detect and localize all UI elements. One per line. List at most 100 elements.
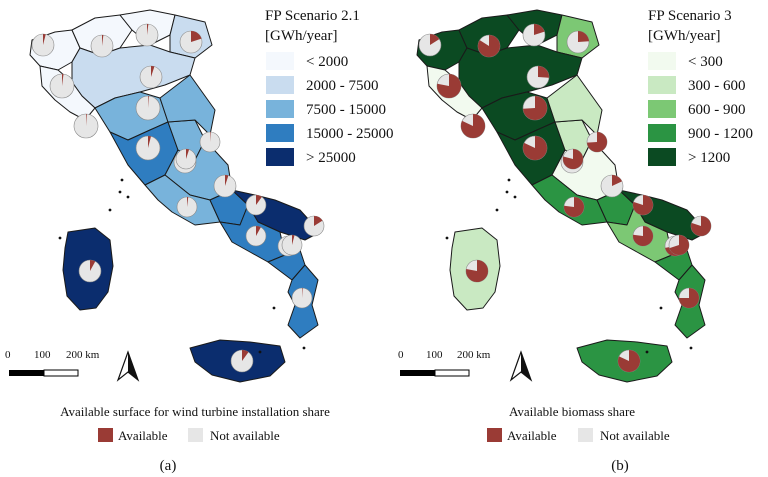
legend-label: 15000 - 25000 bbox=[306, 126, 394, 142]
legend-swatch bbox=[648, 148, 676, 166]
pie-available bbox=[679, 288, 699, 308]
scale-bar-b: 0 100 200 km bbox=[398, 349, 491, 377]
pie-available bbox=[256, 195, 262, 205]
pie-available bbox=[147, 24, 149, 35]
legend-label: > 1200 bbox=[688, 150, 730, 166]
pie-available bbox=[314, 216, 323, 226]
pie-available bbox=[148, 136, 151, 148]
pie-available bbox=[633, 226, 653, 246]
north-arrow-icon bbox=[116, 350, 140, 382]
pie-available bbox=[437, 74, 461, 99]
legend-swatch bbox=[266, 100, 294, 118]
island bbox=[659, 306, 663, 310]
scale-tick-100: 100 bbox=[34, 349, 51, 361]
pie-legend-title-a: Available surface for wind turbine insta… bbox=[60, 404, 330, 419]
legend-label: < 300 bbox=[688, 54, 723, 70]
legend-swatch bbox=[266, 76, 294, 94]
panel-b: FP Scenario 3 [GWh/year] < 300 300 - 600 6… bbox=[398, 8, 753, 474]
legend-title-b: FP Scenario 3 bbox=[648, 8, 732, 24]
north-arrow-icon bbox=[509, 350, 533, 382]
pie-available bbox=[242, 350, 249, 361]
pie-available bbox=[633, 195, 653, 216]
pie-available bbox=[478, 35, 500, 57]
island bbox=[258, 350, 262, 354]
island bbox=[272, 306, 276, 310]
island bbox=[118, 190, 122, 194]
pie-available bbox=[90, 260, 96, 271]
region bbox=[267, 249, 306, 281]
pie-available bbox=[587, 132, 607, 152]
pie-available bbox=[578, 31, 589, 42]
legend-swatch bbox=[648, 124, 676, 142]
pie-available bbox=[523, 136, 547, 161]
legend-title-a: FP Scenario 2.1 bbox=[265, 8, 360, 24]
pie-available bbox=[564, 197, 584, 217]
not-available-label-b: Not available bbox=[600, 428, 670, 443]
pie-available bbox=[691, 215, 711, 237]
pie-available bbox=[225, 175, 229, 186]
pie-available bbox=[210, 132, 211, 142]
island bbox=[302, 346, 306, 350]
legend-label: 7500 - 15000 bbox=[306, 102, 386, 118]
island bbox=[505, 190, 509, 194]
pie-available bbox=[461, 114, 485, 138]
legend-unit-a: [GWh/year] bbox=[265, 28, 337, 44]
pie-available bbox=[563, 149, 583, 169]
pie-available bbox=[302, 288, 303, 298]
legend-swatch bbox=[266, 148, 294, 166]
legend-swatch bbox=[266, 124, 294, 142]
pie-available bbox=[534, 24, 545, 35]
panel-a: FP Scenario 2.1 [GWh/year] < 2000 2000 - … bbox=[5, 8, 394, 474]
scale-bar-a: 0 100 200 km bbox=[5, 349, 100, 377]
scale-tick-200: 200 km bbox=[66, 349, 100, 361]
pie-available bbox=[148, 96, 149, 108]
scale-tick-0: 0 bbox=[398, 349, 404, 361]
legend-unit-b: [GWh/year] bbox=[648, 28, 720, 44]
legend-label: 300 - 600 bbox=[688, 78, 746, 94]
pie-available bbox=[62, 74, 64, 86]
island bbox=[126, 195, 130, 199]
scale-tick-100: 100 bbox=[426, 349, 443, 361]
map-a bbox=[29, 9, 325, 383]
available-label-b: Available bbox=[507, 428, 557, 443]
pie-available bbox=[292, 235, 295, 245]
pie-available bbox=[466, 260, 488, 282]
legend-b: < 300 300 - 600 600 - 900 900 - 1200 > 1200 bbox=[648, 52, 753, 166]
pie-available bbox=[538, 66, 549, 78]
pie-available bbox=[151, 66, 155, 77]
island bbox=[513, 195, 517, 199]
pie-available bbox=[669, 235, 689, 255]
pie-available bbox=[256, 226, 261, 236]
not-available-swatch-a bbox=[188, 428, 203, 442]
legend-label: 600 - 900 bbox=[688, 102, 746, 118]
not-available-swatch-b bbox=[578, 428, 593, 442]
pie-available bbox=[430, 34, 440, 45]
legend-label: 900 - 1200 bbox=[688, 126, 753, 142]
map-b bbox=[416, 9, 712, 383]
pie-available bbox=[186, 149, 190, 159]
available-label-a: Available bbox=[118, 428, 168, 443]
pie-legend-title-b: Available biomass share bbox=[509, 404, 635, 419]
caption-a: (a) bbox=[160, 458, 177, 474]
island bbox=[58, 236, 62, 240]
legend-label: < 2000 bbox=[306, 54, 348, 70]
island bbox=[108, 208, 112, 212]
available-swatch-b bbox=[487, 428, 502, 442]
legend-swatch bbox=[648, 100, 676, 118]
caption-b: (b) bbox=[611, 458, 629, 474]
legend-a: < 2000 2000 - 7500 7500 - 15000 15000 - 250… bbox=[266, 52, 394, 166]
island bbox=[689, 346, 693, 350]
scale-tick-200: 200 km bbox=[457, 349, 491, 361]
island bbox=[120, 178, 124, 182]
not-available-label-a: Not available bbox=[210, 428, 280, 443]
pie-available bbox=[618, 350, 640, 373]
scale-tick-0: 0 bbox=[5, 349, 11, 361]
island bbox=[645, 350, 649, 354]
pie-available bbox=[102, 35, 104, 46]
island bbox=[495, 208, 499, 212]
legend-label: > 25000 bbox=[306, 150, 356, 166]
region bbox=[654, 249, 693, 281]
pie-available bbox=[86, 114, 87, 126]
pie-available bbox=[612, 175, 622, 186]
